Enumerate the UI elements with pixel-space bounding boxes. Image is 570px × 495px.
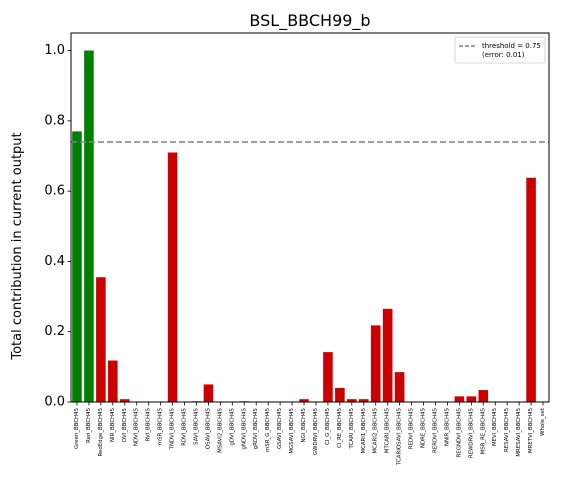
- x-tick-label: MCARI1_BBCH45: [361, 408, 367, 454]
- bars-group: [72, 50, 536, 402]
- y-axis-ticks: 0.0 0.2 0.4 0.6 0.8 1.0: [44, 43, 71, 410]
- plot-frame: [70, 32, 550, 403]
- bar-NGI_BBCH45: [299, 399, 309, 402]
- y-tick-label: 0.2: [44, 324, 65, 339]
- x-tick-label: REGNDVI_BBCH45: [456, 408, 462, 457]
- bar-CI_RE_BBCH45: [335, 387, 345, 402]
- legend-threshold-label: threshold = 0.75: [482, 42, 541, 50]
- y-tick-label: 0.0: [44, 395, 65, 410]
- bar-REGNDVI_BBCH45: [454, 396, 465, 402]
- y-tick-label: 1.0: [44, 43, 65, 58]
- bar-RedEdge_BBCH45: [96, 277, 106, 402]
- x-tick-label: GSAVI_BBCH45: [277, 408, 283, 449]
- x-tick-label: MEVI_BBCH45: [492, 408, 498, 446]
- bar-TCARIOSAVI_BBCH45: [394, 372, 405, 402]
- y-axis-label: Total contribution in current output: [10, 132, 25, 360]
- x-tick-label: RDVI_BBCH45: [182, 408, 188, 446]
- x-tick-label: mSR_G_BBCH45: [265, 408, 271, 452]
- x-tick-label: MSR_RE_BBCH45: [480, 408, 486, 454]
- x-tick-label: MSAVI2_BBCH45: [217, 408, 223, 453]
- bar-REWDRVI_BBCH45: [466, 396, 477, 402]
- x-tick-label: TCARI_BBCH45: [349, 408, 355, 449]
- x-tick-label: RVI_BBCH45: [146, 408, 152, 441]
- x-tick-label: gNDVI_BBCH45: [241, 408, 247, 449]
- x-tick-label: REDVI_BBCH45: [409, 408, 415, 449]
- bar-MCARI1_BBCH45: [358, 399, 369, 402]
- x-tick-label: Green_BBCH45: [74, 408, 80, 449]
- x-axis-ticks: Green_BBCH45 Red_BBCH45 RedEdge_BBCH45 NIR_…: [74, 402, 546, 466]
- bar-OSAVI_BBCH45: [203, 384, 214, 402]
- y-tick-label: 0.4: [44, 254, 65, 269]
- x-tick-label: NDVI_BBCH45: [134, 408, 140, 446]
- bar-CI_G_BBCH45: [323, 352, 333, 402]
- x-tick-label: GWDRVI_BBCH45: [313, 408, 319, 455]
- chart-title: BSL_BBCH99_b: [249, 11, 370, 31]
- legend-threshold-error: (error: 0.01): [482, 51, 525, 59]
- x-tick-label: TNDVI_BBCH45: [170, 408, 176, 450]
- x-tick-label: MRETVI_BBCH45: [528, 408, 534, 453]
- bar-MSR_RE_BBCH45: [478, 390, 489, 402]
- x-tick-label: REWDRVI_BBCH45: [468, 408, 474, 458]
- bar-Red_BBCH45: [84, 50, 94, 402]
- x-tick-label: CI_RE_BBCH45: [337, 408, 343, 448]
- bar-MTCARI_BBCH45: [382, 308, 393, 402]
- bar-TCARI_BBCH45: [347, 399, 357, 402]
- x-tick-label: NDRE_BBCH45: [421, 408, 427, 448]
- bar-Green_BBCH45: [72, 131, 82, 402]
- bar-TNDVI_BBCH45: [167, 152, 178, 402]
- y-tick-label: 0.6: [44, 184, 65, 199]
- bar-MRETVI_BBCH45: [526, 177, 536, 402]
- x-tick-label: RedEdge_BBCH45: [98, 408, 104, 456]
- x-tick-label: MGSAVI_BBCH45: [289, 408, 295, 454]
- x-tick-label: DVI_BBCH45: [122, 408, 128, 442]
- bar-MCARI2_BBCH45: [370, 325, 381, 402]
- x-tick-label: Whole_set: [540, 408, 546, 436]
- x-tick-label: NGI_BBCH45: [301, 408, 307, 442]
- x-tick-label: NNIR_BBCH45: [444, 408, 450, 446]
- x-tick-label: SAVI_BBCH45: [193, 408, 199, 445]
- bar-DVI_BBCH45: [119, 399, 130, 402]
- x-tick-label: MRESAVI_BBCH45: [516, 408, 522, 457]
- x-tick-label: RESAVI_BBCH45: [504, 408, 510, 452]
- x-tick-label: RERDVI_BBCH45: [432, 408, 438, 453]
- legend-box: [454, 36, 546, 64]
- x-tick-label: CI_G_BBCH45: [325, 408, 331, 445]
- x-tick-label: MTCARI_BBCH45: [385, 408, 391, 453]
- x-tick-label: Red_BBCH45: [86, 408, 92, 443]
- x-tick-label: OSAVI_BBCH45: [205, 408, 211, 449]
- bar-NIR_BBCH45: [108, 360, 118, 402]
- x-tick-label: MCARI2_BBCH45: [373, 408, 379, 454]
- x-tick-label: gDVI_BBCH45: [229, 408, 235, 445]
- legend: threshold = 0.75 (error: 0.01): [454, 36, 546, 64]
- x-tick-label: TCARIOSAVI_BBCH45: [397, 408, 403, 466]
- x-tick-label: mSR_BBCH45: [158, 408, 164, 445]
- x-tick-label: gRDVI_BBCH45: [253, 408, 259, 449]
- x-tick-label: NIR_BBCH45: [110, 408, 116, 442]
- y-tick-label: 0.8: [44, 113, 65, 128]
